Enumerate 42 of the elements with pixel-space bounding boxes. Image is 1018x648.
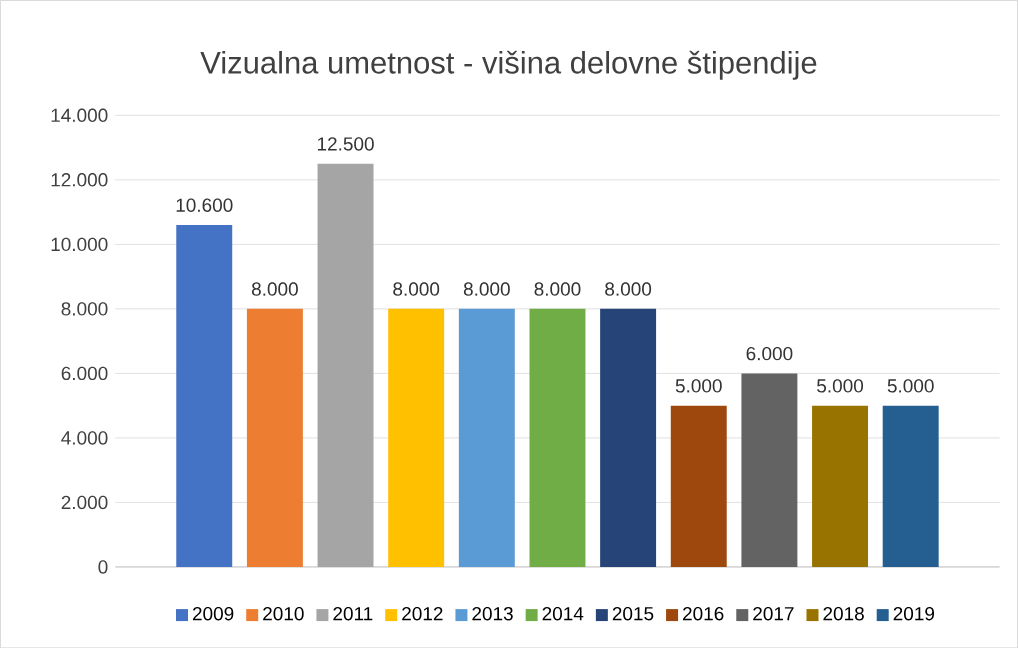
chart-title: Vizualna umetnost - višina delovne štipendije <box>200 50 817 80</box>
bar <box>882 405 939 567</box>
y-tick-label: 4.000 <box>61 431 108 445</box>
bar <box>388 308 445 567</box>
bar <box>246 308 303 567</box>
data-label: 8.000 <box>251 282 298 296</box>
legend-label: 2019 <box>893 606 935 621</box>
bar <box>176 224 233 567</box>
legend-label: 2015 <box>612 606 654 621</box>
legend-label: 2018 <box>823 606 864 621</box>
y-tick-label: 0 <box>98 560 108 574</box>
data-label: 10.600 <box>176 198 233 212</box>
y-tick-label: 2.000 <box>61 495 108 510</box>
data-label: 8.000 <box>463 282 510 296</box>
bar <box>812 405 869 567</box>
bar <box>317 163 374 567</box>
data-label: 8.000 <box>393 282 440 296</box>
data-label: 12.500 <box>317 137 374 151</box>
data-label: 5.000 <box>887 379 934 393</box>
legend-label: 2012 <box>402 606 443 621</box>
legend-label: 2009 <box>192 606 234 621</box>
legend-label: 2011 <box>333 606 373 621</box>
y-tick-label: 14.000 <box>51 108 108 122</box>
legend-label: 2016 <box>683 606 724 621</box>
data-label: 8.000 <box>605 282 652 296</box>
y-tick-label: 12.000 <box>51 172 108 187</box>
bar <box>458 308 515 567</box>
data-label: 6.000 <box>746 346 793 361</box>
legend-label: 2014 <box>542 606 584 621</box>
bar <box>741 373 798 567</box>
y-tick-label: 8.000 <box>61 302 108 316</box>
y-tick-label: 6.000 <box>61 366 108 380</box>
bar <box>529 308 586 567</box>
bar <box>670 405 727 567</box>
bar <box>600 308 657 567</box>
y-tick-label: 10.000 <box>51 237 108 251</box>
legend-label: 2010 <box>263 606 304 621</box>
legend-label: 2013 <box>472 606 513 621</box>
data-label: 8.000 <box>534 282 581 296</box>
data-label: 5.000 <box>817 379 864 393</box>
legend-label: 2017 <box>753 606 794 621</box>
data-label: 5.000 <box>675 379 722 393</box>
